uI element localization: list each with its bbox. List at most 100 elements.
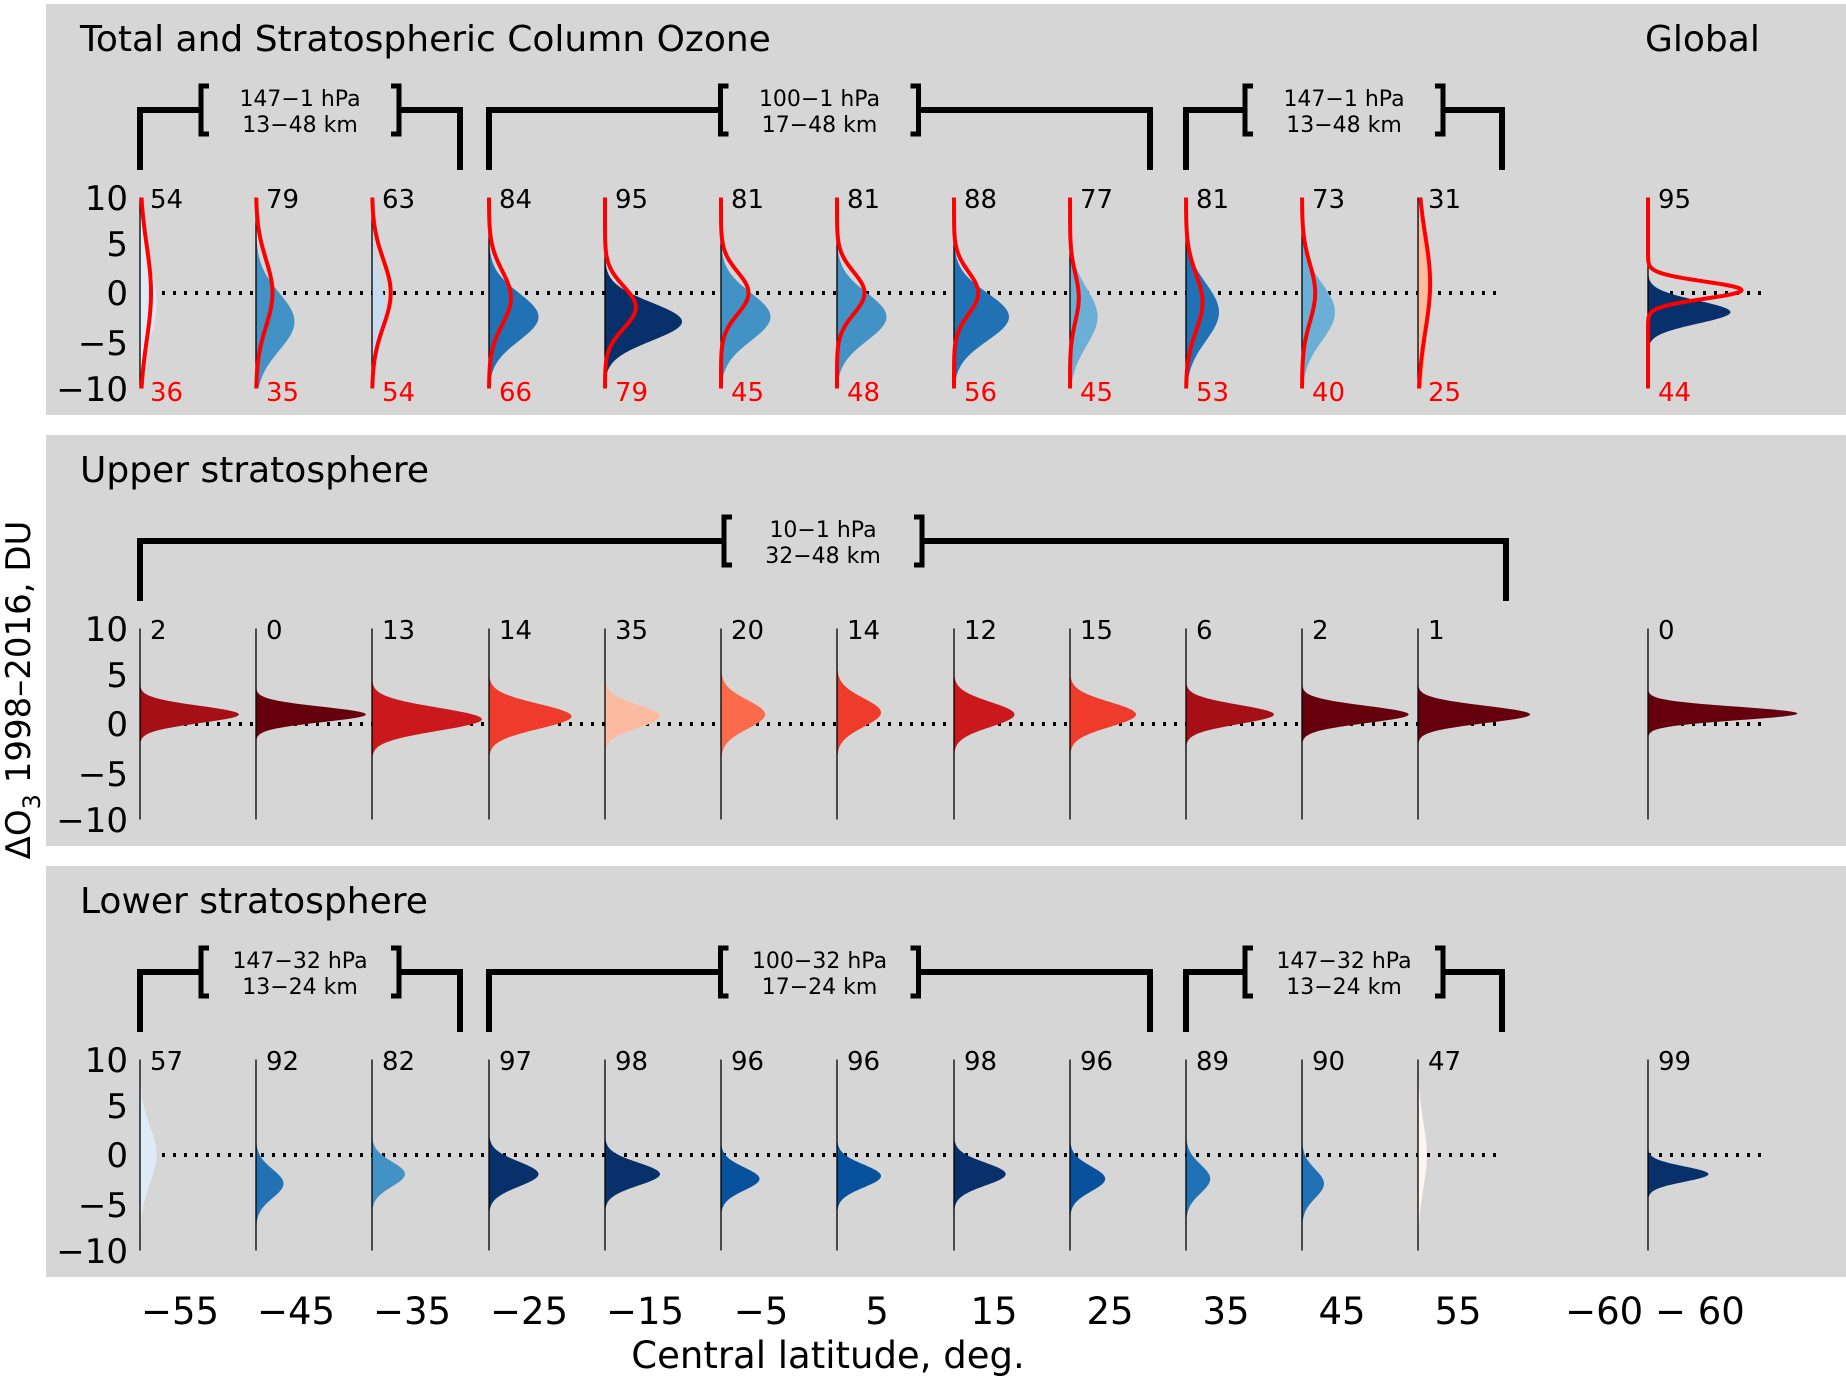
probability-above-zero: 92: [266, 1047, 299, 1077]
y-axis-label-subscript: 3: [18, 794, 46, 809]
distribution-area: [140, 197, 157, 389]
total-ozone-curve: [719, 197, 751, 389]
distribution-column: 35: [604, 616, 660, 820]
probability-above-zero: 15: [1080, 616, 1113, 646]
probability-above-zero: 2: [1312, 616, 1329, 646]
distribution-area: [1648, 628, 1798, 820]
bracket-altitude-range: 13−24 km: [1286, 975, 1402, 1000]
panel-background: [46, 4, 1846, 415]
probability-above-zero: 2: [150, 616, 167, 646]
x-tick-label: −15: [606, 1290, 684, 1333]
probability-total-column: 25: [1428, 378, 1461, 408]
probability-above-zero: 47: [1428, 1047, 1461, 1077]
distribution-column: 2: [139, 616, 239, 820]
y-tick-label: 5: [106, 1087, 128, 1127]
distribution-column: 47: [1417, 1047, 1461, 1251]
distribution-column: 96: [720, 1047, 764, 1251]
distribution-area: [605, 628, 660, 820]
bracket-pressure-range: 147−32 hPa: [1276, 949, 1411, 974]
probability-above-zero: 0: [266, 616, 283, 646]
x-tick-label: 35: [1202, 1290, 1249, 1333]
distribution-area: [1070, 628, 1136, 820]
x-tick-labels: −55 −45 −35 −25 −15 −5 5 15 25 35 45 55 −60 − 60: [141, 1290, 1745, 1333]
probability-above-zero: 73: [1312, 185, 1345, 215]
bracket-altitude-range: 13−48 km: [1286, 113, 1402, 138]
distribution-column: 73 40: [1300, 185, 1345, 408]
distribution-area: [837, 197, 887, 389]
bracket-left-brace: [198, 83, 209, 137]
distribution-column: 96: [1069, 1047, 1113, 1251]
total-ozone-curve: [835, 197, 867, 389]
y-tick-label: −5: [78, 1186, 128, 1226]
global-label: Global: [1645, 19, 1760, 60]
distribution-column: 98: [953, 1047, 1006, 1251]
bracket-altitude-range: 32−48 km: [765, 544, 881, 569]
y-tick-label: −5: [78, 324, 128, 364]
distribution-area: [489, 1059, 539, 1251]
probability-above-zero: 79: [266, 185, 299, 215]
distribution-column: 54 36: [139, 185, 183, 408]
distribution-column: 99: [1647, 1047, 1709, 1251]
distribution-column: 81 53: [1184, 185, 1229, 408]
y-tick-label: −10: [56, 370, 128, 410]
probability-above-zero: 97: [499, 1047, 532, 1077]
distribution-area: [1070, 197, 1098, 389]
probability-above-zero: 77: [1080, 185, 1113, 215]
total-ozone-curve: [603, 197, 638, 389]
probability-above-zero: 96: [1080, 1047, 1113, 1077]
total-ozone-curve: [1646, 197, 1744, 389]
bracket-right-brace: [910, 945, 921, 999]
bracket-left-brace: [1242, 945, 1253, 999]
distribution-area: [489, 628, 572, 820]
distribution-column: 12: [953, 616, 1015, 820]
bracket-left-brace: [1242, 83, 1253, 137]
panels-group: Total and Stratospheric Column Ozone Glob…: [46, 4, 1846, 1277]
y-tick-label: −5: [78, 755, 128, 795]
distribution-area: [1186, 1059, 1211, 1251]
probability-total-column: 36: [150, 378, 183, 408]
distribution-area: [1418, 1059, 1427, 1251]
probability-above-zero: 0: [1658, 616, 1675, 646]
distribution-area: [1302, 197, 1335, 389]
x-tick-label: 55: [1434, 1290, 1481, 1333]
y-tick-label: 0: [106, 705, 128, 745]
distribution-column: 96: [836, 1047, 881, 1251]
panel-background: [46, 866, 1846, 1277]
total-ozone-curve: [139, 197, 153, 389]
probability-above-zero: 96: [847, 1047, 880, 1077]
y-tick-label: 10: [85, 179, 128, 219]
distribution-area: [140, 628, 239, 820]
bracket-right-brace: [391, 945, 402, 999]
probability-above-zero: 54: [150, 185, 183, 215]
total-ozone-curve: [1068, 197, 1081, 389]
y-tick-label: 5: [106, 225, 128, 265]
distribution-area: [954, 197, 1009, 389]
y-tick-label: −10: [56, 801, 128, 841]
distribution-area: [605, 197, 682, 389]
probability-above-zero: 90: [1312, 1047, 1345, 1077]
distribution-column: 20: [720, 616, 765, 820]
distribution-area: [954, 1059, 1006, 1251]
probability-above-zero: 82: [382, 1047, 415, 1077]
total-ozone-curve: [1184, 197, 1205, 389]
distribution-area: [489, 197, 539, 389]
bracket-pressure-range: 147−1 hPa: [1283, 87, 1404, 112]
distribution-column: 81 48: [835, 185, 887, 408]
probability-total-column: 40: [1312, 378, 1345, 408]
bracket-line: [137, 107, 463, 170]
bracket-line: [137, 538, 1509, 601]
distribution-area: [721, 628, 765, 820]
total-ozone-curve: [487, 197, 514, 389]
y-tick-label: −10: [56, 1232, 128, 1272]
distribution-column: 92: [255, 1047, 299, 1251]
probability-above-zero: 89: [1196, 1047, 1229, 1077]
distribution-column: 15: [1069, 616, 1136, 820]
total-ozone-curve: [370, 197, 393, 389]
probability-above-zero: 57: [150, 1047, 183, 1077]
distribution-area: [1648, 197, 1731, 389]
